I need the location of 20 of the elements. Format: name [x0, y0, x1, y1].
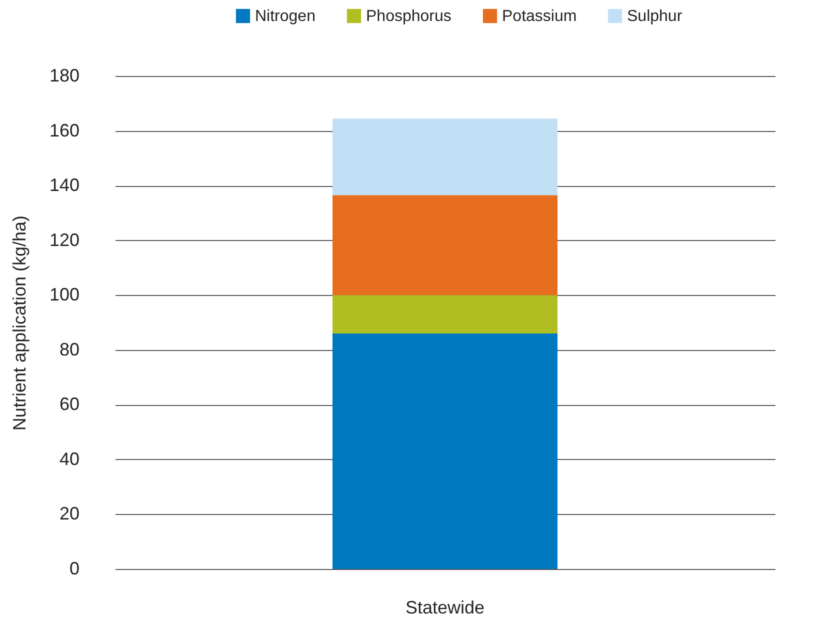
bar: [332, 195, 558, 296]
y-tick-label: 120: [49, 230, 80, 250]
y-tick-label: 180: [49, 66, 80, 86]
y-axis-title: Nutrient application (kg/ha): [9, 215, 30, 431]
y-tick-label: 100: [49, 284, 80, 305]
y-tick-label: 140: [49, 175, 80, 196]
legend-label: Nitrogen: [255, 8, 316, 25]
y-tick-label: 40: [59, 448, 80, 469]
bar: [332, 333, 558, 569]
y-tick-label: 80: [59, 339, 80, 360]
legend-label: Sulphur: [627, 8, 683, 25]
y-tick-label: 60: [59, 394, 80, 414]
bar: [332, 118, 558, 196]
y-tick-label: 0: [69, 558, 80, 578]
legend-label: Phosphorus: [366, 8, 452, 25]
bar: [332, 295, 558, 334]
legend-label: Potassium: [502, 8, 577, 25]
y-tick-label: 20: [59, 504, 80, 524]
y-tick-label: 160: [49, 120, 80, 140]
x-tick-label: Statewide: [405, 598, 485, 618]
